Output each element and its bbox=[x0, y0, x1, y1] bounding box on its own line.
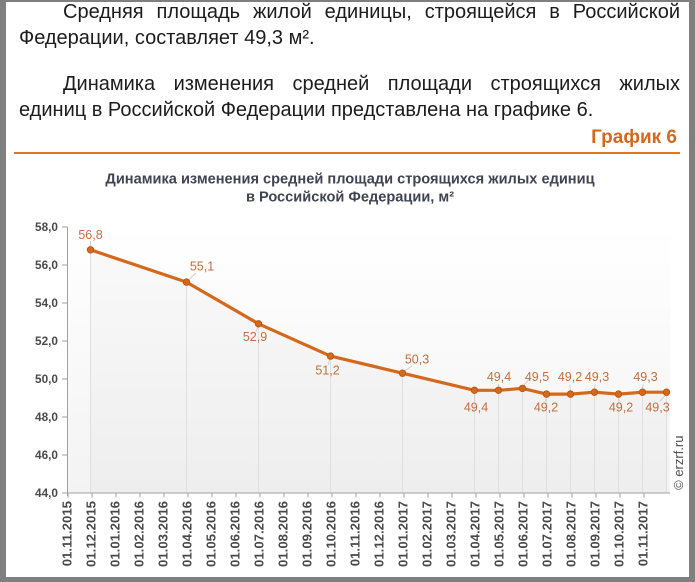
svg-text:01.05.2017: 01.05.2017 bbox=[492, 501, 507, 567]
svg-text:55,1: 55,1 bbox=[190, 260, 214, 274]
svg-text:49,2: 49,2 bbox=[558, 370, 582, 384]
svg-text:01.10.2017: 01.10.2017 bbox=[612, 501, 627, 567]
svg-text:49,4: 49,4 bbox=[464, 401, 488, 415]
svg-text:01.01.2017: 01.01.2017 bbox=[396, 501, 411, 567]
svg-text:01.07.2017: 01.07.2017 bbox=[540, 501, 555, 567]
svg-text:01.09.2016: 01.09.2016 bbox=[300, 501, 315, 567]
svg-text:01.04.2017: 01.04.2017 bbox=[468, 501, 483, 567]
svg-text:49,3: 49,3 bbox=[645, 401, 669, 415]
svg-text:56,8: 56,8 bbox=[78, 228, 102, 242]
svg-text:01.07.2016: 01.07.2016 bbox=[252, 501, 267, 567]
svg-text:49,2: 49,2 bbox=[609, 401, 633, 415]
svg-text:в Российской Федерации, м²: в Российской Федерации, м² bbox=[246, 190, 454, 206]
svg-text:52,0: 52,0 bbox=[35, 334, 58, 348]
svg-text:49,3: 49,3 bbox=[633, 370, 657, 384]
svg-text:01.03.2017: 01.03.2017 bbox=[444, 501, 459, 567]
svg-text:01.11.2016: 01.11.2016 bbox=[348, 501, 363, 566]
svg-text:01.06.2017: 01.06.2017 bbox=[516, 501, 531, 567]
svg-text:48,0: 48,0 bbox=[35, 410, 58, 424]
svg-text:01.02.2017: 01.02.2017 bbox=[420, 501, 435, 567]
svg-text:44,0: 44,0 bbox=[35, 486, 58, 500]
svg-text:01.01.2016: 01.01.2016 bbox=[108, 501, 123, 567]
svg-text:01.11.2015: 01.11.2015 bbox=[60, 501, 75, 566]
svg-text:01.05.2016: 01.05.2016 bbox=[204, 501, 219, 567]
svg-text:01.03.2016: 01.03.2016 bbox=[156, 501, 171, 567]
svg-text:49,4: 49,4 bbox=[487, 370, 511, 384]
svg-text:50,3: 50,3 bbox=[405, 353, 429, 367]
svg-text:01.02.2016: 01.02.2016 bbox=[132, 501, 147, 567]
svg-text:56,0: 56,0 bbox=[35, 258, 58, 272]
svg-text:49,3: 49,3 bbox=[585, 370, 609, 384]
svg-text:51,2: 51,2 bbox=[315, 364, 339, 378]
svg-text:01.06.2016: 01.06.2016 bbox=[228, 501, 243, 567]
svg-text:49,2: 49,2 bbox=[534, 401, 558, 415]
svg-text:52,9: 52,9 bbox=[243, 330, 267, 344]
svg-text:01.04.2016: 01.04.2016 bbox=[180, 501, 195, 567]
svg-text:54,0: 54,0 bbox=[35, 296, 58, 310]
svg-text:01.08.2017: 01.08.2017 bbox=[564, 501, 579, 567]
svg-text:01.10.2016: 01.10.2016 bbox=[324, 501, 339, 567]
svg-text:Динамика изменения средней пло: Динамика изменения средней площади строя… bbox=[105, 172, 594, 188]
svg-text:01.12.2015: 01.12.2015 bbox=[84, 501, 99, 567]
svg-text:46,0: 46,0 bbox=[35, 448, 58, 462]
svg-text:49,5: 49,5 bbox=[525, 370, 549, 384]
svg-text:01.12.2016: 01.12.2016 bbox=[372, 501, 387, 567]
svg-text:01.09.2017: 01.09.2017 bbox=[588, 501, 603, 567]
svg-text:01.08.2016: 01.08.2016 bbox=[276, 501, 291, 567]
svg-text:© erzrf.ru: © erzrf.ru bbox=[671, 436, 686, 490]
svg-text:58,0: 58,0 bbox=[35, 220, 58, 234]
svg-text:01.11.2017: 01.11.2017 bbox=[636, 501, 651, 566]
svg-text:50,0: 50,0 bbox=[35, 372, 58, 386]
